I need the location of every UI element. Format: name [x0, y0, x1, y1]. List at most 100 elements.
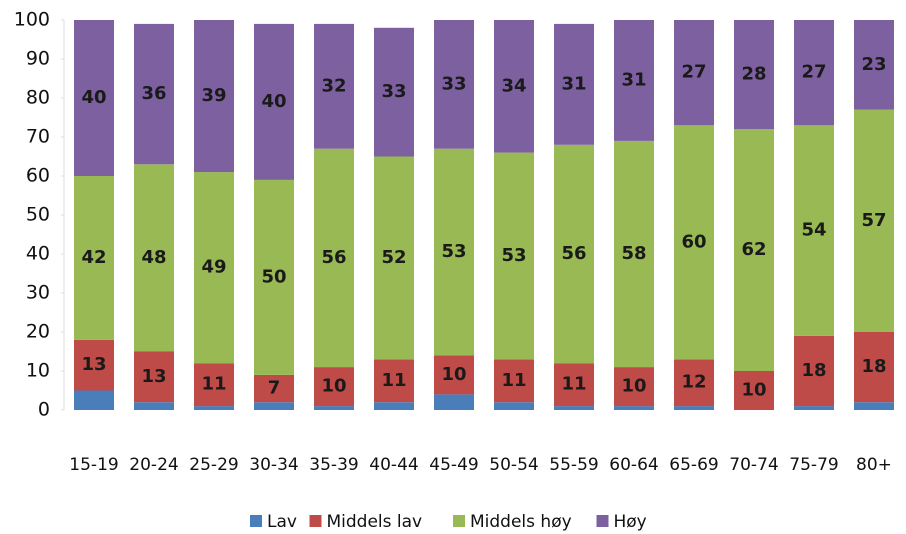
data-label: 11 [201, 374, 226, 395]
bar-segment [314, 367, 354, 407]
data-label: 7 [268, 378, 281, 399]
y-tick-label: 20 [26, 321, 50, 343]
legend-label: Lav [267, 512, 297, 532]
bar-segment [794, 20, 834, 126]
data-label: 27 [801, 62, 826, 83]
data-label: 18 [801, 360, 826, 381]
data-label: 40 [81, 87, 106, 108]
bar-segment [614, 140, 654, 368]
data-label: 10 [741, 380, 766, 401]
bar-segment [554, 144, 594, 364]
data-label: 11 [501, 370, 526, 391]
y-tick-label: 90 [26, 48, 50, 70]
bar-segment [314, 23, 354, 149]
legend-swatch [250, 515, 262, 527]
bar-segment [854, 332, 894, 403]
data-label: 33 [441, 73, 466, 94]
x-tick-label: 40-44 [369, 455, 418, 475]
bar-segment [494, 20, 534, 153]
bar-segment [674, 406, 714, 410]
bar-segment [554, 363, 594, 407]
data-label: 27 [681, 62, 706, 83]
bar-segment [554, 406, 594, 410]
bar-segment [614, 406, 654, 410]
bar-segment [194, 406, 234, 410]
x-tick-label: 55-59 [549, 455, 598, 475]
data-label: 32 [321, 75, 346, 96]
bar-segment [794, 335, 834, 407]
y-tick-label: 40 [26, 243, 50, 265]
bar-segment [734, 20, 774, 130]
bar-segment [494, 152, 534, 360]
bar-segment [314, 406, 354, 410]
bar-segment [434, 355, 474, 395]
bar-segment [74, 20, 114, 176]
data-label: 23 [861, 54, 886, 75]
data-label: 36 [141, 83, 166, 104]
data-label: 57 [861, 210, 886, 231]
y-tick-label: 80 [26, 87, 50, 109]
data-label: 40 [261, 91, 286, 112]
bar-segment [434, 394, 474, 410]
data-label: 34 [501, 75, 526, 96]
legend-swatch [596, 515, 609, 527]
bar-segment [134, 164, 174, 352]
bar-segment [74, 339, 114, 391]
bar-segment [434, 20, 474, 149]
data-label: 39 [201, 85, 226, 106]
bar-segment [314, 148, 354, 368]
data-label: 58 [621, 243, 646, 264]
bar-segment [674, 20, 714, 126]
bar-segment [374, 402, 414, 410]
bar-segment [194, 20, 234, 173]
data-label: 10 [441, 364, 466, 385]
bar-segment [374, 27, 414, 157]
bar-segment [494, 359, 534, 403]
bar-segment [194, 363, 234, 407]
bar-segment [254, 402, 294, 410]
y-tick-label: 60 [26, 165, 50, 187]
legend-swatch [309, 515, 322, 527]
data-label: 13 [81, 354, 106, 375]
x-tick-label: 45-49 [429, 455, 478, 475]
bar-segment [134, 23, 174, 165]
bar-segment [734, 129, 774, 371]
data-label: 53 [501, 245, 526, 266]
data-label: 13 [141, 366, 166, 387]
data-label: 56 [561, 243, 586, 264]
y-tick-label: 10 [26, 360, 50, 382]
y-tick-label: 30 [26, 282, 50, 304]
x-tick-label: 35-39 [309, 455, 358, 475]
bar-segment [134, 351, 174, 403]
x-tick-label: 50-54 [489, 455, 538, 475]
bar-segment [674, 359, 714, 407]
data-label: 53 [441, 241, 466, 262]
data-label: 42 [81, 247, 106, 268]
bar-segment [254, 179, 294, 375]
bar-segment [734, 371, 774, 410]
x-tick-label: 30-34 [249, 455, 298, 475]
data-label: 31 [561, 73, 586, 94]
bar-segment [854, 109, 894, 332]
data-label: 49 [201, 257, 226, 278]
bar-segment [134, 402, 174, 410]
bar-segment [374, 359, 414, 403]
bar-segment [674, 125, 714, 360]
data-label: 54 [801, 220, 826, 241]
bar-segment [74, 176, 114, 340]
legend-label: Middels lav [327, 512, 423, 532]
data-label: 62 [741, 239, 766, 260]
data-label: 12 [681, 372, 706, 393]
bar-segment [794, 125, 834, 336]
bar-segment [854, 402, 894, 410]
legend-label: Middels høy [470, 512, 572, 532]
bar-segment [794, 406, 834, 410]
data-label: 52 [381, 247, 406, 268]
data-label: 33 [381, 81, 406, 102]
y-tick-label: 70 [26, 126, 50, 148]
x-tick-label: 60-64 [609, 455, 658, 475]
data-label: 18 [861, 356, 886, 377]
y-tick-label: 100 [14, 9, 50, 31]
bar-segment [854, 20, 894, 110]
